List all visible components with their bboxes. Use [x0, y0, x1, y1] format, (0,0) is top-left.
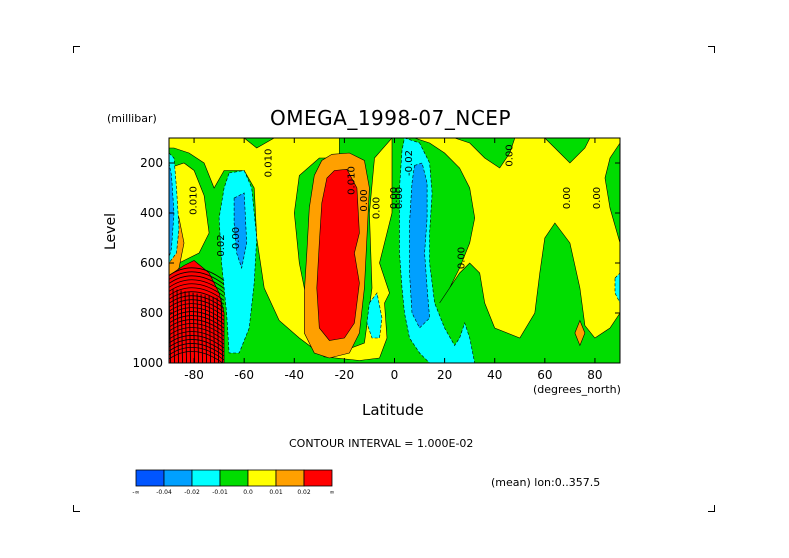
- contour-label: 0.00: [562, 187, 573, 209]
- x-axis-units: (degrees_north): [533, 383, 621, 396]
- contour-label: 0.00: [592, 187, 603, 209]
- y-tick-label: 800: [140, 306, 163, 320]
- contour-label: 0.00: [457, 247, 468, 269]
- contour-region-16: [233, 192, 248, 270]
- colorbar-label: -0.04: [156, 489, 172, 496]
- contour-line: [212, 296, 216, 363]
- contour-line: [204, 295, 208, 363]
- contour-line: [180, 290, 183, 363]
- contour-label: 0.00: [359, 189, 370, 211]
- contour-line: [216, 297, 220, 363]
- x-tick-label: 0: [391, 368, 399, 382]
- contour-line: [169, 335, 225, 349]
- y-tick-label: 200: [140, 156, 163, 170]
- contour-label: 0.00: [389, 187, 400, 209]
- x-tick-label: -20: [335, 368, 355, 382]
- colorbar-label: -0.01: [212, 489, 228, 496]
- contour-line: [169, 267, 225, 281]
- contour-region-7: [316, 168, 360, 341]
- colorbar-swatch: [135, 469, 165, 487]
- crop-mark-top-left: [73, 46, 80, 53]
- contour-label: 0.010: [189, 186, 200, 215]
- y-axis-units: (millibar): [107, 112, 157, 125]
- x-tick-label: 80: [587, 368, 602, 382]
- filled-contours: [169, 138, 620, 363]
- contour-label: 0.02: [216, 234, 227, 256]
- contour-line: [169, 351, 224, 363]
- colorbar-swatch: [219, 469, 249, 487]
- contour-label: 0.010: [264, 149, 275, 178]
- contour-label: 0.010: [346, 166, 357, 195]
- contour-line: [169, 271, 225, 285]
- x-tick-label: -80: [184, 368, 204, 382]
- colorbar-label: -0.02: [184, 489, 200, 496]
- contour-line: [169, 347, 225, 361]
- colorbar-label: 0.02: [297, 489, 311, 496]
- crop-mark-bottom-right: [708, 505, 715, 512]
- colorbar-label: 0.0: [243, 489, 253, 496]
- contour-line: [169, 339, 225, 353]
- y-tick-label: 400: [140, 206, 163, 220]
- x-tick-label: 60: [537, 368, 552, 382]
- colorbar-swatch: [247, 469, 277, 487]
- contour-region-14: [169, 162, 175, 259]
- colorbar-label: -∞: [132, 489, 139, 496]
- contour-line: [169, 343, 225, 357]
- colorbar-swatch: [275, 469, 305, 487]
- contour-label: -0.02: [404, 150, 415, 176]
- contour-line: [169, 279, 225, 293]
- colorbar-label: 0.01: [269, 489, 283, 496]
- contour-label: 0.00: [371, 197, 382, 219]
- contour-line: [169, 323, 225, 337]
- x-axis: -80 -60 -40 -20 0 20 40 60 80: [184, 138, 603, 382]
- y-axis-label: Level: [103, 213, 119, 250]
- colorbar-swatch: [163, 469, 193, 487]
- contour-label: 0.00: [504, 144, 515, 166]
- colorbar-label: ∞: [330, 489, 335, 496]
- crop-mark-bottom-left: [73, 505, 80, 512]
- contour-region-15: [409, 162, 430, 329]
- x-tick-label: 40: [487, 368, 502, 382]
- contour-line: [176, 289, 179, 363]
- contour-line: [192, 292, 196, 363]
- x-axis-label: Latitude: [362, 401, 424, 419]
- contour-line: [208, 295, 212, 363]
- contour-line: [196, 293, 200, 363]
- contour-label: 0.00: [231, 227, 242, 249]
- contour-region-13: [614, 272, 620, 304]
- contour-region-0: [169, 138, 393, 361]
- contour-line: [220, 298, 224, 363]
- contour-interval-note: CONTOUR INTERVAL = 1.000E-02: [289, 437, 474, 450]
- y-tick-label: 600: [140, 256, 163, 270]
- contour-line: [188, 291, 191, 363]
- contour-line: [169, 275, 225, 289]
- chart-title: OMEGA_1998-07_NCEP: [270, 106, 512, 130]
- contour-line: [184, 291, 187, 363]
- mean-longitude-note: (mean) lon:0..357.5: [491, 476, 601, 489]
- contour-line: [169, 327, 225, 341]
- x-tick-label: -60: [234, 368, 254, 382]
- contour-label: 0.00: [394, 187, 405, 209]
- y-tick-label: 1000: [132, 356, 163, 370]
- dense-contour-lines: [169, 267, 225, 363]
- contour-line: [200, 294, 204, 363]
- contour-region-10: [218, 170, 258, 354]
- contour-region-6: [574, 319, 586, 347]
- x-tick-label: 20: [437, 368, 452, 382]
- contour-region-12: [366, 292, 383, 339]
- contour-region-2: [414, 138, 620, 339]
- contour-line: [169, 331, 225, 345]
- crop-mark-top-right: [708, 46, 715, 53]
- contour-line: [169, 319, 225, 333]
- colorbar: -∞ -0.04 -0.02 -0.01 0.0 0.01 0.02 ∞: [132, 469, 335, 496]
- y-axis: 200 400 600 800 1000: [132, 156, 620, 370]
- contour-line: [172, 288, 175, 363]
- x-tick-label: -40: [284, 368, 304, 382]
- colorbar-swatch: [303, 469, 333, 487]
- colorbar-swatch: [191, 469, 221, 487]
